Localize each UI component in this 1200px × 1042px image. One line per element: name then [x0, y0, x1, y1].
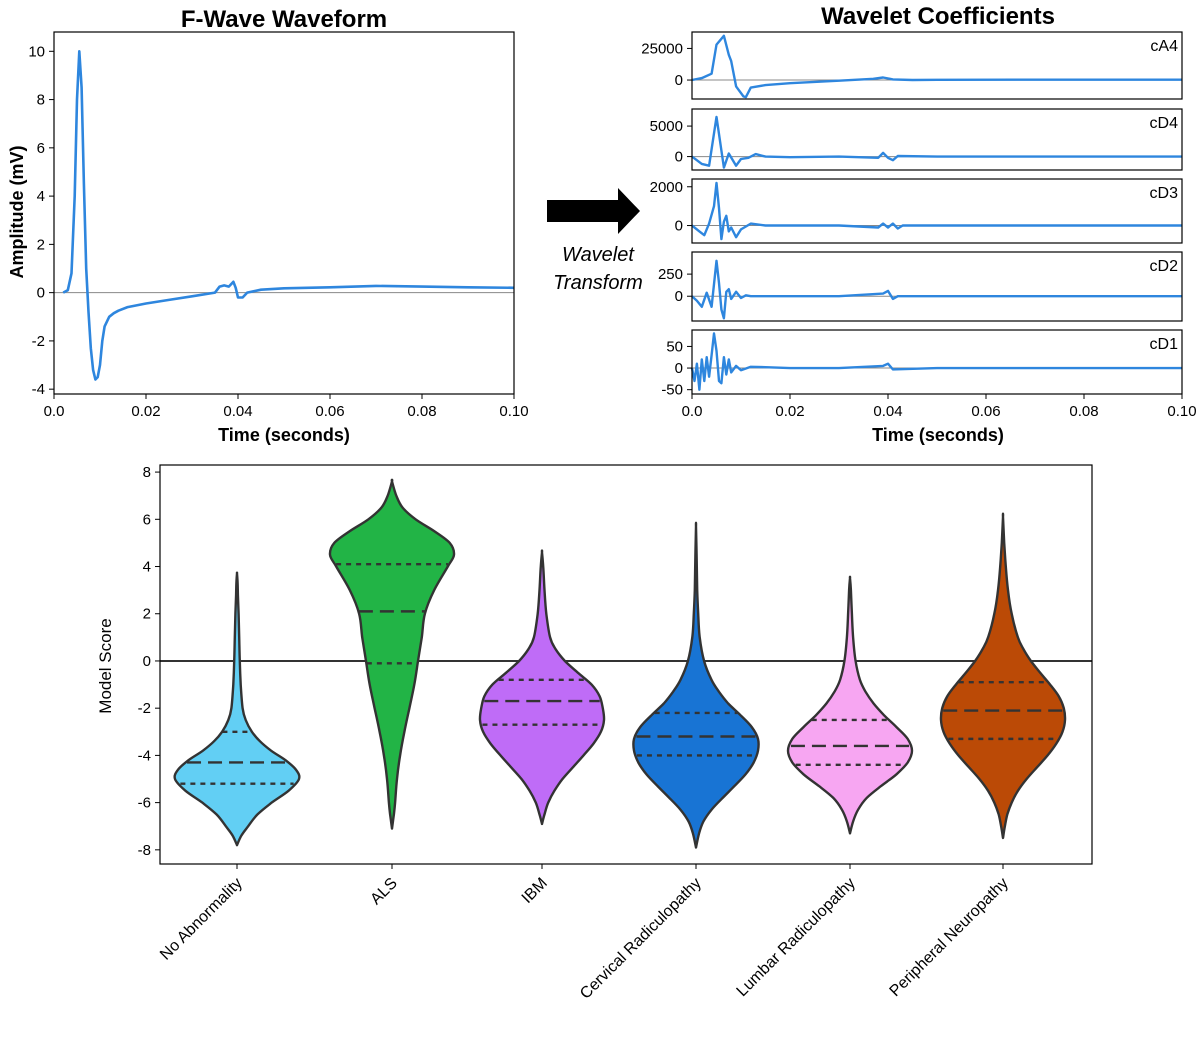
fwave-xtick-label: 0.02 — [131, 403, 160, 420]
category-label: IBM — [519, 875, 551, 907]
violin-als — [328, 478, 456, 830]
wavelet-xtick-label: 0.06 — [971, 403, 1000, 420]
wavelet-series-line — [690, 332, 1182, 391]
fwave-ytick-label: -2 — [32, 333, 45, 350]
category-label: Peripheral Neuropathy — [887, 875, 1012, 1000]
wavelet-ytick-label: -50 — [661, 382, 683, 399]
fwave-xtick-label: 0.04 — [223, 403, 252, 420]
wavelet-xtick-label: 0.08 — [1069, 403, 1098, 420]
arrow-label-line1: Wavelet — [562, 244, 635, 266]
fwave-ytick-label: 0 — [37, 285, 45, 302]
violin-no-abnormality — [173, 571, 301, 847]
wavelet-subplot-label: cD1 — [1150, 336, 1179, 353]
wavelet-series-line — [691, 115, 1182, 169]
category-label: Lumbar Radiculopathy — [734, 875, 859, 1000]
wavelet-ytick-label: 0 — [675, 360, 683, 377]
fwave-series-line — [62, 49, 515, 381]
fwave-xtick-label: 0.08 — [407, 403, 436, 420]
wavelet-xtick-label: 0.04 — [873, 403, 902, 420]
violin-cervical-radiculopathy — [632, 521, 760, 849]
wavelet-subplot-cd1: cD1 -50 0 50 0.0 0.02 0.04 0.06 0.08 0.10 — [661, 329, 1197, 420]
wavelet-panel: Wavelet Coefficients Time (seconds) cA4 0… — [641, 3, 1196, 445]
violin-ytick-label: 6 — [143, 511, 151, 528]
category-label: ALS — [367, 875, 400, 908]
wavelet-subplot-cd4: cD4 0 5000 — [650, 108, 1183, 171]
wavelet-ytick-label: 0 — [675, 72, 683, 89]
wavelet-subplot-label: cD3 — [1150, 185, 1179, 202]
wavelet-series-line — [691, 181, 1182, 241]
wavelet-series-line — [691, 259, 1182, 320]
violin-ytick-label: 8 — [143, 464, 151, 481]
violin-ytick-label: -2 — [138, 700, 151, 717]
wavelet-axes-frame — [691, 251, 1183, 322]
violin-axes-frame — [159, 464, 1093, 865]
fwave-ytick-label: -4 — [32, 381, 45, 398]
violin-ytick-label: -4 — [138, 747, 151, 764]
fwave-xlabel: Time (seconds) — [218, 425, 350, 445]
wavelet-axes-frame — [691, 178, 1183, 244]
wavelet-ytick-label: 5000 — [650, 118, 683, 135]
violin-body — [173, 571, 301, 847]
violin-lumbar-radiculopathy — [786, 575, 914, 835]
violin-ytick-label: 4 — [143, 559, 151, 576]
wavelet-subplot-label: cD2 — [1150, 258, 1179, 275]
violin-body — [632, 521, 760, 849]
fwave-ytick-label: 10 — [28, 43, 45, 60]
arrow-label-line2: Transform — [553, 272, 643, 294]
wavelet-series-line — [691, 34, 1182, 99]
wavelet-ytick-label: 250 — [658, 266, 683, 283]
wavelet-subplot-label: cA4 — [1150, 38, 1178, 55]
wavelet-subplot-label: cD4 — [1150, 115, 1179, 132]
violin-ytick-label: 2 — [143, 606, 151, 623]
violin-body — [328, 478, 456, 830]
violin-body — [786, 575, 914, 835]
violin-ytick-label: 0 — [143, 653, 151, 670]
category-label: No Abnormality — [157, 875, 246, 964]
wavelet-ytick-label: 0 — [675, 218, 683, 235]
violin-body — [939, 512, 1067, 840]
wavelet-ytick-label: 2000 — [650, 179, 683, 196]
fwave-ytick-label: 2 — [37, 236, 45, 253]
fwave-panel: F-Wave Waveform Amplitude (mV) Time (sec… — [7, 6, 529, 445]
wavelet-subplot-cd3: cD3 0 2000 — [650, 178, 1183, 244]
category-label: Cervical Radiculopathy — [577, 875, 705, 1003]
wavelet-ytick-label: 25000 — [641, 40, 683, 57]
wavelet-xtick-label: 0.10 — [1167, 403, 1196, 420]
wavelet-xlabel: Time (seconds) — [872, 425, 1004, 445]
wavelet-xtick-label: 0.02 — [775, 403, 804, 420]
fwave-axes-frame — [53, 31, 515, 395]
wavelet-axes-frame — [691, 329, 1183, 395]
fwave-ytick-label: 8 — [37, 92, 45, 109]
fwave-ylabel: Amplitude (mV) — [7, 145, 27, 278]
wavelet-ytick-label: 50 — [666, 338, 683, 355]
violin-ylabel: Model Score — [96, 618, 115, 713]
wavelet-transform-arrow: Wavelet Transform — [547, 188, 643, 294]
fwave-xtick-label: 0.0 — [44, 403, 65, 420]
wavelet-subplot-cd2: cD2 0 250 — [658, 251, 1183, 322]
wavelet-axes-frame — [691, 31, 1183, 100]
violin-panel: Model Score No Abnormality ALS IBM Cervical… — [96, 464, 1093, 1003]
wavelet-xtick-label: 0.0 — [682, 403, 703, 420]
wavelet-title: Wavelet Coefficients — [821, 3, 1055, 30]
wavelet-subplot-ca4: cA4 0 25000 — [641, 31, 1183, 100]
violin-body — [478, 549, 606, 826]
violin-ytick-label: -6 — [138, 795, 151, 812]
wavelet-ytick-label: 0 — [675, 149, 683, 166]
violin-peripheral-neuropathy — [939, 512, 1067, 840]
violin-ibm — [478, 549, 606, 826]
violin-ytick-label: -8 — [138, 842, 151, 859]
fwave-xtick-label: 0.10 — [499, 403, 528, 420]
wavelet-ytick-label: 0 — [675, 288, 683, 305]
fwave-xtick-label: 0.06 — [315, 403, 344, 420]
fwave-title: F-Wave Waveform — [181, 6, 387, 33]
fwave-ytick-label: 6 — [37, 140, 45, 157]
arrow-shape — [547, 188, 640, 234]
fwave-ytick-label: 4 — [37, 188, 45, 205]
wavelet-axes-frame — [691, 108, 1183, 171]
